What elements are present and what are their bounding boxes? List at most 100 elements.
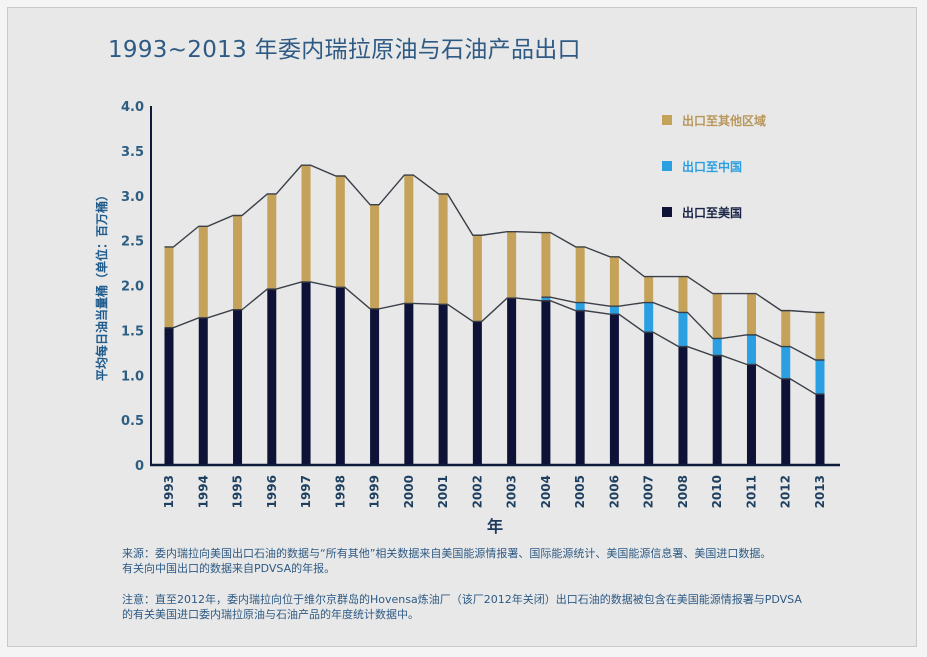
- bar-segment-us: [609, 314, 619, 465]
- trend-lines: [164, 164, 825, 395]
- bar-segment-other: [267, 193, 277, 290]
- x-tick-label: 2000: [402, 475, 416, 508]
- x-tick-label: 2013: [813, 475, 827, 508]
- source-note: 来源：委内瑞拉向美国出口石油的数据与“所有其他”相关数据来自美国能源情报署、国际…: [122, 546, 862, 576]
- y-tick-label: 2.0: [121, 280, 144, 295]
- source-line-1: 来源：委内瑞拉向美国出口石油的数据与“所有其他”相关数据来自美国能源情报署、国际…: [122, 547, 772, 560]
- bar-segment-other: [781, 310, 791, 347]
- y-tick-label: 0: [135, 459, 144, 474]
- x-tick-label: 1998: [333, 475, 347, 508]
- bar-segment-china: [644, 302, 654, 333]
- bar-segment-us: [233, 309, 243, 465]
- y-tick-label: 1.5: [121, 324, 144, 339]
- legend-swatch: [662, 161, 672, 171]
- y-tick-label: 0.5: [121, 414, 144, 429]
- bar-segment-other: [198, 226, 208, 318]
- x-tick-label: 2010: [710, 475, 724, 508]
- legend-label: 出口至美国: [682, 205, 742, 220]
- bar-segment-china: [541, 297, 551, 301]
- y-tick-label: 3.5: [121, 145, 144, 160]
- y-axis-label: 平均每日油当量桶（单位：百万桶）: [94, 189, 109, 381]
- total-line: [164, 164, 825, 314]
- bar-segment-other: [164, 246, 174, 328]
- x-tick-label: 2007: [642, 475, 656, 508]
- chart-frame: [7, 7, 917, 647]
- bar-segment-other: [438, 193, 448, 305]
- source-line-2: 有关向中国出口的数据来自PDVSA的年报。: [122, 562, 336, 575]
- bar-segment-us: [678, 346, 688, 465]
- bar-segment-us: [370, 308, 380, 465]
- bar-segment-other: [404, 175, 414, 304]
- bar-segment-us: [575, 310, 585, 465]
- bar-segment-us: [746, 364, 756, 465]
- x-tick-label: 2004: [539, 475, 553, 508]
- caveat-note: 注意：直至2012年，委内瑞拉向位于维尔京群岛的Hovensa炼油厂（该厂201…: [122, 592, 862, 622]
- bar-segment-other: [575, 246, 585, 303]
- bar-segment-us: [712, 355, 722, 465]
- bar-segment-china: [609, 306, 619, 315]
- us-cumulative-line: [164, 281, 825, 395]
- china-cumulative-line: [541, 296, 825, 361]
- bar-segment-us: [404, 303, 414, 465]
- bar-segment-us: [644, 332, 654, 465]
- x-tick-label: 2002: [470, 475, 484, 508]
- y-tick-label: 1.0: [121, 369, 144, 384]
- x-axis-ticks: 1993 1994 1995 1996 1997 1998 1999 2000 2001 2002…: [162, 475, 827, 508]
- bar-segment-other: [712, 293, 722, 339]
- x-tick-label: 2006: [607, 475, 621, 508]
- x-tick-label: 1997: [299, 475, 313, 508]
- bar-segment-china: [746, 334, 756, 365]
- bar-segment-china: [781, 346, 791, 379]
- bar-segment-other: [233, 215, 243, 310]
- x-tick-label: 2001: [436, 475, 450, 508]
- x-tick-label: 2005: [573, 475, 587, 508]
- bar-segment-china: [712, 338, 722, 356]
- bar-segment-us: [198, 317, 208, 465]
- legend-swatch: [662, 207, 672, 217]
- bar-segment-us: [438, 304, 448, 465]
- bar-segment-us: [472, 321, 482, 465]
- x-axis-label: 年: [487, 517, 503, 536]
- x-tick-label: 2012: [779, 475, 793, 508]
- chart-title: 1993~2013 年委内瑞拉原油与石油产品出口: [108, 37, 581, 63]
- bar-segment-other: [472, 235, 482, 322]
- bar-segment-china: [815, 359, 825, 395]
- bar-segment-us: [335, 287, 345, 465]
- x-tick-label: 1999: [368, 475, 382, 508]
- bar-segment-us: [164, 327, 174, 465]
- x-tick-label: 2003: [505, 475, 519, 508]
- bar-segment-other: [541, 232, 551, 298]
- bar-segment-other: [301, 165, 311, 282]
- x-tick-label: 2008: [676, 475, 690, 508]
- note-line-1: 注意：直至2012年，委内瑞拉向位于维尔京群岛的Hovensa炼油厂（该厂201…: [122, 593, 802, 606]
- bar-segment-us: [301, 281, 311, 465]
- bar-segment-other: [644, 276, 654, 303]
- bar-segment-other: [335, 176, 345, 288]
- x-tick-label: 1995: [231, 475, 245, 508]
- y-axis-ticks: 0 0.5 1.0 1.5 2.0 2.5 3.0 3.5 4.0: [121, 100, 144, 474]
- bar-segment-other: [609, 256, 619, 307]
- legend-swatch: [662, 115, 672, 125]
- legend-label: 出口至中国: [682, 159, 742, 174]
- y-tick-label: 2.5: [121, 235, 144, 250]
- bar-segment-other: [815, 312, 825, 360]
- bar-segment-other: [370, 204, 380, 309]
- bar-segment-us: [541, 300, 551, 465]
- bar-segment-other: [678, 276, 688, 313]
- note-line-2: 的有关美国进口委内瑞拉原油与石油产品的年度统计数据中。: [122, 608, 419, 621]
- x-tick-label: 1996: [265, 475, 279, 508]
- bar-segment-us: [815, 394, 825, 465]
- x-tick-label: 1993: [162, 475, 176, 508]
- x-tick-label: 2011: [744, 475, 758, 508]
- bar-segment-us: [781, 378, 791, 465]
- bar-segment-other: [507, 231, 517, 299]
- y-tick-label: 4.0: [121, 100, 144, 115]
- x-tick-label: 1994: [196, 475, 210, 508]
- bar-segment-us: [267, 289, 277, 465]
- bars: [164, 165, 825, 465]
- y-tick-label: 3.0: [121, 190, 144, 205]
- axes: [150, 106, 840, 467]
- legend-label: 出口至其他区域: [682, 113, 766, 128]
- bar-segment-us: [507, 298, 517, 465]
